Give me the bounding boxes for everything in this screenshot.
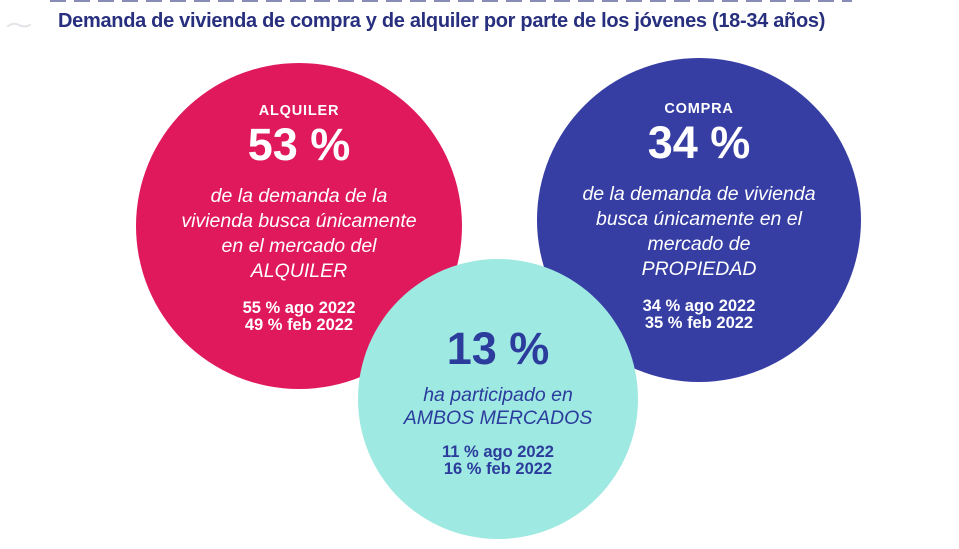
- description-line: de la demanda de vivienda: [582, 182, 816, 205]
- faint-smudge-mark: [7, 22, 31, 28]
- buy-circle-description: de la demanda de vivienda busca únicamen…: [582, 182, 815, 282]
- history-line: 34 % ago 2022: [642, 296, 756, 315]
- description-line: ha participado en: [423, 383, 573, 406]
- description-line: mercado de: [647, 232, 751, 255]
- history-line: 16 % feb 2022: [443, 460, 553, 479]
- both-markets-circle-description: ha participado en AMBOS MERCADOS: [404, 384, 593, 430]
- buy-circle: COMPRA 34 % de la demanda de vivienda bu…: [537, 58, 861, 382]
- top-edge-cropped-rule: [50, 0, 852, 2]
- rent-circle-heading: ALQUILER: [258, 103, 340, 119]
- rent-circle-history: 55 % ago 2022 49 % feb 2022: [242, 298, 356, 335]
- description-line: en el mercado del: [221, 234, 377, 257]
- description-line: AMBOS MERCADOS: [403, 406, 593, 429]
- description-line: busca únicamente en el: [596, 207, 802, 230]
- description-line: de la demanda de la: [210, 184, 388, 207]
- description-line: ALQUILER: [250, 259, 348, 282]
- description-line: PROPIEDAD: [641, 257, 757, 280]
- buy-circle-history: 34 % ago 2022 35 % feb 2022: [642, 296, 756, 333]
- buy-circle-value: 34 %: [647, 117, 751, 168]
- description-line: vivienda busca únicamente: [181, 209, 417, 232]
- rent-circle-description: de la demanda de la vivienda busca única…: [181, 184, 416, 284]
- both-markets-circle: 13 % ha participado en AMBOS MERCADOS 11…: [358, 259, 638, 539]
- history-line: 49 % feb 2022: [244, 316, 354, 335]
- history-line: 11 % ago 2022: [442, 442, 554, 461]
- buy-circle-heading: COMPRA: [664, 101, 734, 117]
- rent-circle-value: 53 %: [247, 119, 351, 170]
- history-line: 35 % feb 2022: [644, 314, 754, 333]
- both-markets-circle-value: 13 %: [446, 323, 550, 374]
- page-title: Demanda de vivienda de compra y de alqui…: [58, 10, 826, 32]
- rent-circle: ALQUILER 53 % de la demanda de la vivien…: [136, 63, 462, 389]
- both-markets-circle-history: 11 % ago 2022 16 % feb 2022: [442, 442, 554, 479]
- history-line: 55 % ago 2022: [242, 298, 356, 317]
